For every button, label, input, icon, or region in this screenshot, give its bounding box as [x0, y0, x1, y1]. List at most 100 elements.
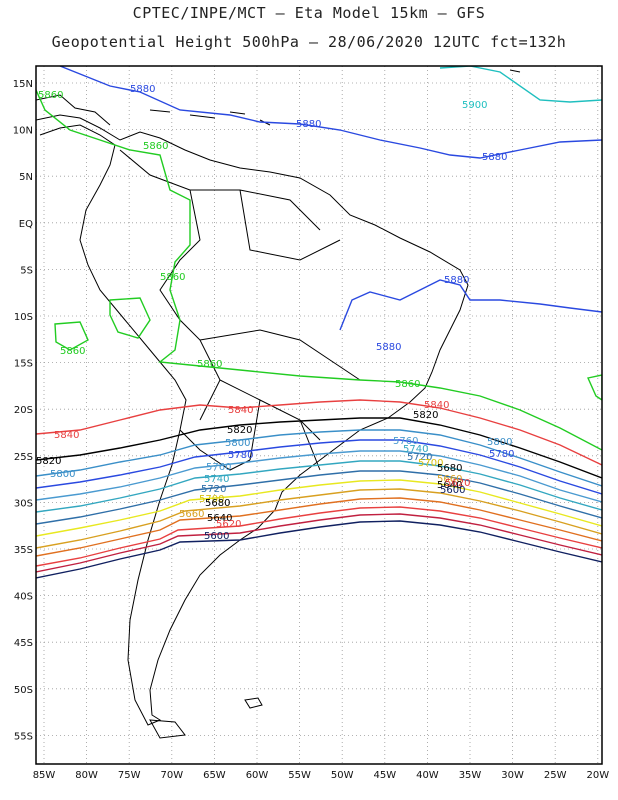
map-title: CPTEC/INPE/MCT – Eta Model 15km – GFS	[132, 4, 486, 22]
label-5860: 5860	[395, 379, 420, 390]
lon-tick-label: 25W	[544, 770, 567, 781]
label-5900: 5900	[462, 100, 487, 111]
lon-tick-label: 40W	[416, 770, 439, 781]
lat-tick-label: EQ	[19, 219, 33, 230]
lon-tick-label: 30W	[501, 770, 524, 781]
label-5720: 5720	[407, 452, 432, 463]
contour-5880-interior	[339, 279, 602, 331]
label-5600: 5600	[440, 485, 465, 496]
south-america-coast	[36, 114, 469, 726]
label-5680: 5680	[437, 463, 462, 474]
lat-tick-label: 40S	[14, 592, 33, 603]
contour-5860-loop-andes	[109, 297, 151, 339]
lat-tick-label: 5N	[19, 172, 33, 183]
lat-tick-label: 25S	[14, 452, 33, 463]
label-5860: 5860	[38, 90, 63, 101]
contour-5680	[36, 488, 602, 549]
country-borders	[119, 149, 361, 471]
contour-5860-north	[36, 89, 602, 451]
tierra-del-fuego	[149, 719, 186, 739]
label-5860: 5860	[160, 272, 185, 283]
contour-5800	[36, 429, 602, 487]
lon-tick-label: 45W	[373, 770, 396, 781]
label-5740: 5740	[403, 444, 428, 455]
label-5820: 5820	[227, 425, 252, 436]
label-5820: 5820	[413, 410, 438, 421]
label-5700: 5700	[418, 458, 443, 469]
label-5800: 5800	[487, 437, 512, 448]
contour-5760	[36, 450, 602, 503]
label-5760: 5760	[206, 462, 231, 473]
label-5840: 5840	[228, 405, 253, 416]
lon-tick-label: 20W	[586, 770, 609, 781]
contour-5700	[36, 479, 602, 537]
label-5640: 5640	[437, 480, 462, 491]
label-5880: 5880	[296, 119, 321, 130]
latitude-labels: 15N 10N 5N EQ 5S 10S 15S 20S 25S 30S 35S 40S 45S 50S 5…	[13, 79, 33, 742]
label-5680: 5680	[205, 498, 230, 509]
contour-5840	[36, 399, 602, 466]
geopotential-contours	[36, 66, 602, 579]
contour-5820	[36, 417, 602, 479]
lon-tick-label: 35W	[459, 770, 482, 781]
label-5820: 5820	[36, 456, 61, 467]
label-5800: 5800	[225, 438, 250, 449]
contour-5720	[36, 470, 602, 525]
contour-5740	[36, 460, 602, 513]
lat-tick-label: 10S	[14, 312, 33, 323]
label-5660: 5660	[179, 509, 204, 520]
label-5840: 5840	[424, 400, 449, 411]
label-5860: 5860	[60, 346, 85, 357]
contour-5660	[36, 497, 602, 557]
label-5740: 5740	[204, 474, 229, 485]
central-america-coast	[36, 94, 111, 126]
label-5760: 5760	[393, 436, 418, 447]
label-5860: 5860	[143, 141, 168, 152]
contour-5880-north	[59, 66, 602, 159]
label-5860: 5860	[197, 359, 222, 370]
label-5880: 5880	[482, 152, 507, 163]
label-5620: 5620	[445, 478, 470, 489]
longitude-labels: 85W 80W 75W 70W 65W 60W 55W 50W 45W 40W 35W 30W 25W 2…	[33, 770, 610, 781]
label-5780: 5780	[228, 450, 253, 461]
label-5840: 5840	[54, 430, 79, 441]
lat-tick-label: 30S	[14, 498, 33, 509]
lon-tick-label: 80W	[75, 770, 98, 781]
contour-5860-loop-east	[587, 374, 602, 401]
lat-tick-label: 35S	[14, 545, 33, 556]
lat-tick-label: 5S	[20, 265, 33, 276]
falklands	[244, 697, 263, 709]
lat-tick-label: 50S	[14, 685, 33, 696]
lon-tick-label: 65W	[203, 770, 226, 781]
lat-tick-label: 20S	[14, 405, 33, 416]
label-5780: 5780	[489, 449, 514, 460]
label-5880: 5880	[130, 84, 155, 95]
lon-tick-label: 85W	[33, 770, 56, 781]
contour-5600	[36, 520, 602, 579]
grid-lines	[36, 66, 602, 764]
label-5880: 5880	[376, 342, 401, 353]
caribbean-islands	[149, 69, 521, 126]
label-5660: 5660	[437, 474, 462, 485]
lon-tick-label: 75W	[118, 770, 141, 781]
contour-5900	[439, 66, 602, 103]
label-5640: 5640	[207, 513, 232, 524]
label-5700: 5700	[199, 494, 224, 505]
lon-tick-label: 60W	[246, 770, 269, 781]
contour-5780	[36, 439, 602, 495]
lat-tick-label: 55S	[14, 731, 33, 742]
coastlines	[36, 69, 521, 739]
contour-labels: 5900 5880 5880 5880 5880 5880 5860 5860 …	[36, 84, 514, 542]
label-5720: 5720	[201, 484, 226, 495]
lat-tick-label: 10N	[13, 126, 33, 137]
map-subtitle: Geopotential Height 500hPa – 28/06/2020 …	[51, 33, 567, 51]
label-5600: 5600	[204, 531, 229, 542]
lon-tick-label: 55W	[288, 770, 311, 781]
lat-tick-label: 15N	[13, 79, 33, 90]
label-5880: 5880	[444, 275, 469, 286]
contour-5620	[36, 513, 602, 573]
label-5620: 5620	[216, 519, 241, 530]
lon-tick-label: 70W	[160, 770, 183, 781]
lon-tick-label: 50W	[331, 770, 354, 781]
